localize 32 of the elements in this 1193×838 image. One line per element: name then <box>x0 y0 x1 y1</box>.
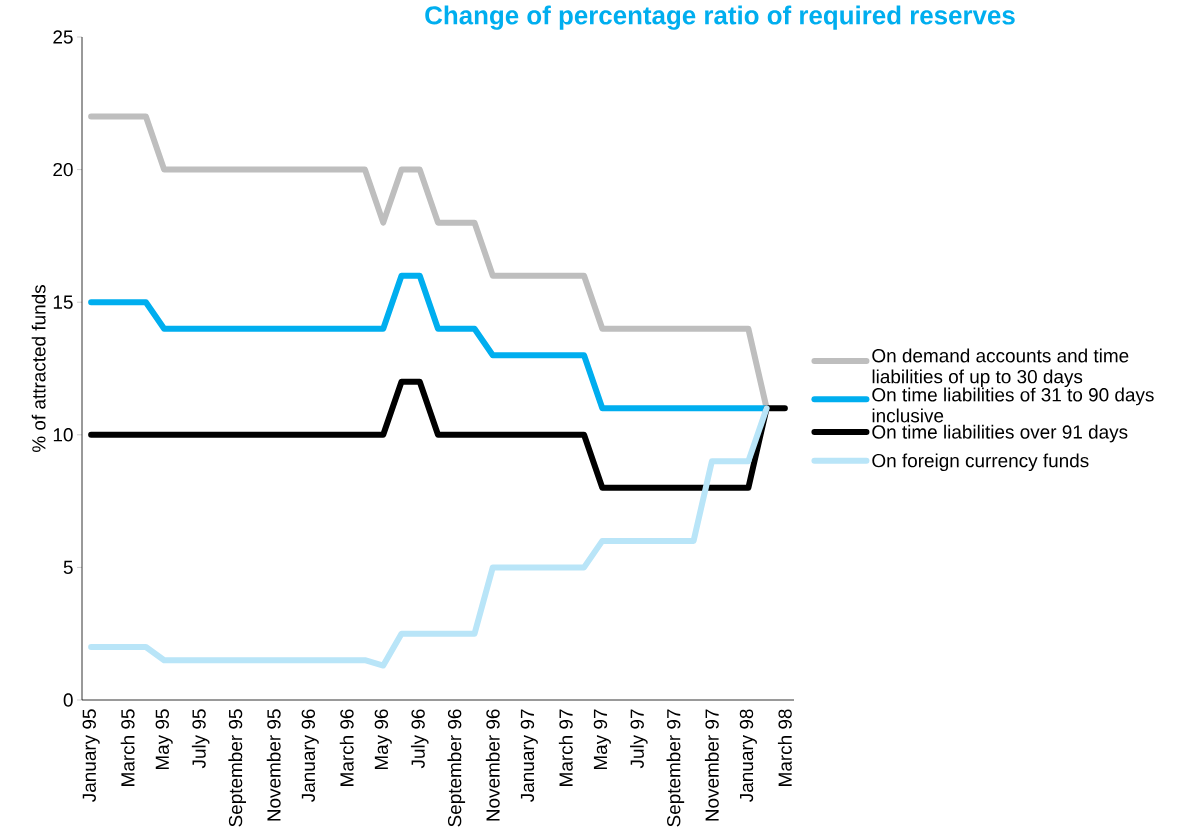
y-tick-label: 20 <box>53 162 73 177</box>
x-tick-label: March 97 <box>558 709 573 786</box>
y-axis-title: % of attracted funds <box>31 285 46 453</box>
x-tick-label: July 95 <box>191 709 210 769</box>
x-tick-label: January 98 <box>739 709 757 802</box>
x-tick-label: May 96 <box>374 709 392 770</box>
x-tick-label: May 95 <box>155 709 173 770</box>
legend-label: On time liabilities over 91 days <box>872 424 1128 443</box>
x-tick-label: January 95 <box>82 709 100 802</box>
x-tick-label: March 98 <box>777 709 792 786</box>
x-tick-label: July 97 <box>630 709 648 769</box>
x-tick-label: November 97 <box>704 709 719 821</box>
x-tick-label: May 97 <box>593 709 611 770</box>
x-tick-label: January 96 <box>301 709 319 802</box>
x-tick-label: March 95 <box>120 709 135 786</box>
x-tick-label: March 96 <box>339 709 354 786</box>
x-tick-label: July 96 <box>410 709 429 769</box>
y-tick-label: 15 <box>53 295 73 309</box>
legend-label: On time liabilities of 31 to 90 days inclusive <box>872 387 1154 423</box>
legend-label: On demand accounts and time liabilities of up to 30 days <box>872 348 1129 388</box>
chart-title: Change of percentage ratio of required reserves <box>425 5 1015 30</box>
x-tick-label: November 95 <box>266 709 281 821</box>
x-tick-label: September 96 <box>447 709 466 827</box>
y-tick-label: 5 <box>63 560 73 575</box>
legend-label: On foreign currency funds <box>872 453 1089 472</box>
y-tick-label: 0 <box>63 693 73 707</box>
x-tick-label: September 97 <box>666 709 685 827</box>
x-tick-label: September 95 <box>228 709 246 827</box>
y-tick-label: 25 <box>53 30 73 44</box>
x-tick-label: January 97 <box>520 709 538 802</box>
x-tick-label: November 96 <box>485 709 500 821</box>
y-tick-label: 10 <box>53 428 73 442</box>
